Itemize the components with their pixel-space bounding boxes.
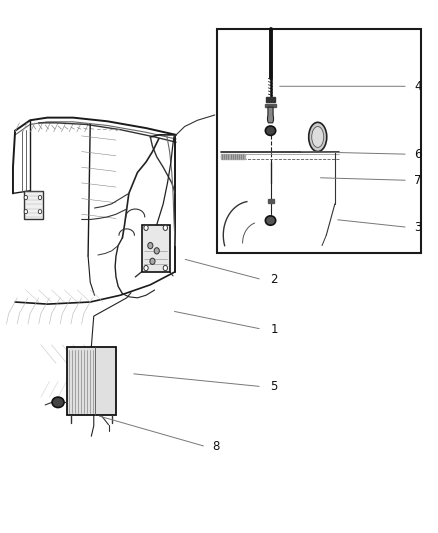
Circle shape <box>163 225 167 230</box>
Ellipse shape <box>312 126 324 148</box>
Bar <box>265 104 276 107</box>
Bar <box>217 29 421 254</box>
Text: 4: 4 <box>414 80 422 93</box>
Circle shape <box>154 248 159 254</box>
Circle shape <box>150 258 155 264</box>
Circle shape <box>144 225 148 230</box>
Polygon shape <box>268 107 273 123</box>
Circle shape <box>163 265 167 271</box>
Circle shape <box>24 196 28 200</box>
Text: 2: 2 <box>271 273 278 286</box>
Text: 5: 5 <box>271 380 278 393</box>
Bar <box>67 348 116 415</box>
Circle shape <box>38 196 42 200</box>
Text: 6: 6 <box>414 148 422 160</box>
Bar <box>142 225 170 272</box>
Circle shape <box>38 209 42 214</box>
Bar <box>221 154 245 159</box>
Circle shape <box>24 209 28 214</box>
Ellipse shape <box>265 126 276 135</box>
Bar <box>24 191 43 220</box>
Ellipse shape <box>309 123 327 151</box>
Text: 7: 7 <box>414 174 422 187</box>
Text: 1: 1 <box>271 322 278 336</box>
Ellipse shape <box>265 216 276 225</box>
Circle shape <box>144 265 148 271</box>
Text: 8: 8 <box>212 440 220 453</box>
Circle shape <box>148 243 153 249</box>
Ellipse shape <box>52 397 64 408</box>
Bar <box>268 199 273 203</box>
Text: 3: 3 <box>414 221 422 234</box>
Bar <box>266 97 275 102</box>
